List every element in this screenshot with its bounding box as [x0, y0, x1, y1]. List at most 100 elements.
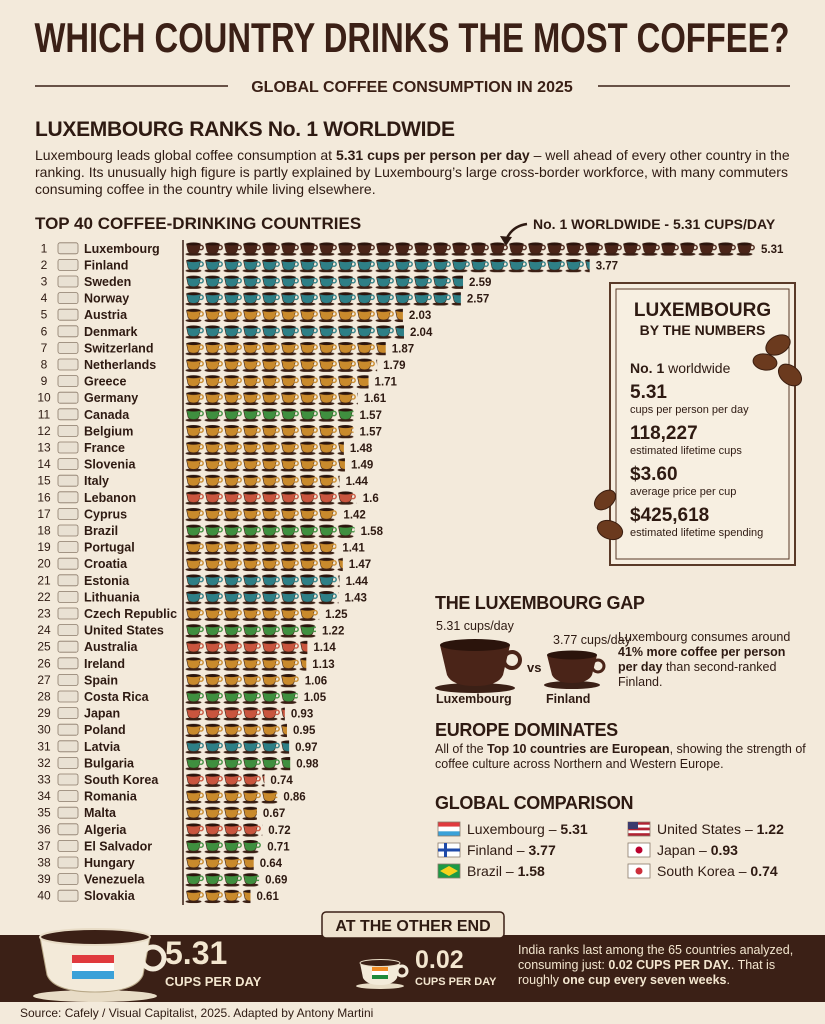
bar — [185, 291, 461, 306]
flag — [57, 424, 79, 437]
text: than second-ranked Finland. — [618, 660, 777, 689]
category-label: Greece — [84, 375, 126, 389]
stat-value: 5.31 — [630, 382, 667, 403]
intro-heading: LUXEMBOURG RANKS No. 1 WORLDWIDE — [35, 118, 455, 141]
bar — [185, 257, 590, 273]
value-label: 1.44 — [346, 476, 369, 488]
rank: 7 — [41, 341, 48, 355]
category-label: Italy — [84, 474, 109, 488]
flag — [438, 826, 460, 832]
value-label: 1.25 — [325, 609, 348, 621]
value-label: 1.13 — [312, 659, 334, 671]
bar — [185, 556, 343, 572]
rank: 10 — [37, 391, 51, 405]
value-label: 1.61 — [364, 393, 387, 405]
rank: 5 — [41, 308, 48, 322]
category-label: Romania — [84, 790, 138, 804]
rank: 36 — [37, 822, 51, 836]
value-label: 1.42 — [343, 509, 365, 521]
bar — [185, 274, 464, 289]
text: Luxembourg – — [467, 821, 557, 837]
flag — [57, 325, 79, 338]
category-label: Netherlands — [84, 358, 156, 372]
cup-icon — [33, 928, 167, 1002]
flag — [57, 757, 79, 769]
flag — [57, 823, 79, 836]
rank: 33 — [37, 773, 51, 787]
flag — [57, 840, 79, 852]
rank: 24 — [37, 623, 51, 637]
stat-label: cups per person per day — [630, 404, 749, 416]
category-label: Algeria — [84, 823, 127, 837]
flag-border — [437, 863, 461, 879]
text-bold: 0.74 — [750, 863, 778, 879]
europe-text: All of the Top 10 countries are European… — [435, 742, 810, 772]
flag — [438, 822, 460, 827]
rank: 22 — [37, 590, 51, 604]
category-label: Slovakia — [84, 889, 136, 903]
value-label: 1.48 — [350, 443, 373, 455]
comparison-heading: GLOBAL COMPARISON — [435, 793, 634, 813]
category-label: Luxembourg — [84, 242, 160, 256]
bar — [185, 872, 260, 887]
rank: 21 — [37, 573, 51, 587]
text-bold: 1.22 — [756, 821, 784, 837]
bar — [185, 672, 299, 688]
text-bold: No. 1 — [630, 360, 665, 376]
text: – well ahead of every other country in t… — [35, 147, 790, 197]
value-label: 2.57 — [467, 294, 489, 306]
category-label: United States — [84, 624, 164, 638]
category-label: Croatia — [84, 557, 128, 571]
comparison-item: Brazil – 1.58 — [467, 863, 545, 879]
low-value: 0.02 — [415, 946, 464, 974]
category-label: France — [84, 441, 125, 455]
text-bold: one cup every seven weeks — [562, 973, 727, 987]
text: Luxembourg consumes around — [618, 630, 791, 644]
rank: 16 — [37, 490, 51, 504]
band-heading: AT THE OTHER END — [335, 918, 490, 935]
top-unit: CUPS PER DAY — [165, 974, 262, 989]
value-label: 0.93 — [291, 709, 313, 721]
flag — [628, 822, 638, 829]
value-label: 0.97 — [295, 742, 317, 754]
rank: 6 — [41, 324, 48, 338]
flag-border — [627, 842, 651, 858]
bar — [185, 789, 278, 804]
flag — [438, 848, 460, 852]
flag — [57, 557, 79, 570]
value-label: 0.69 — [265, 875, 287, 887]
stat-label: estimated lifetime spending — [630, 527, 764, 539]
flag-border — [437, 821, 461, 837]
comparison-item: Japan – 0.93 — [657, 842, 738, 858]
category-label: Poland — [84, 723, 126, 737]
flag — [57, 375, 79, 388]
flag — [57, 474, 79, 487]
flag — [57, 873, 79, 885]
bar — [185, 855, 254, 870]
gap-name: Finland — [546, 692, 591, 706]
band-text: India ranks last among the 65 countries … — [518, 943, 810, 988]
value-label: 1.14 — [313, 642, 336, 654]
flag — [57, 657, 79, 670]
bar — [185, 689, 298, 704]
rank: 14 — [37, 457, 51, 471]
flag — [57, 292, 79, 305]
text-bold: 3.77 — [528, 842, 556, 858]
text: Japan – — [657, 842, 707, 858]
box-rank: No. 1 worldwide — [630, 360, 730, 376]
category-label: Australia — [84, 640, 139, 654]
flag — [57, 491, 79, 504]
value-label: 1.41 — [342, 543, 365, 555]
flag — [628, 833, 650, 836]
flag — [57, 358, 79, 371]
box-title: LUXEMBOURG — [633, 300, 772, 321]
bar — [185, 606, 320, 621]
value-label: 0.95 — [293, 725, 316, 737]
flag — [57, 308, 79, 321]
flag — [57, 607, 79, 620]
comparison-item: United States – 1.22 — [657, 821, 784, 837]
flag — [57, 806, 79, 819]
rank: 27 — [37, 673, 51, 687]
beans — [593, 334, 803, 541]
